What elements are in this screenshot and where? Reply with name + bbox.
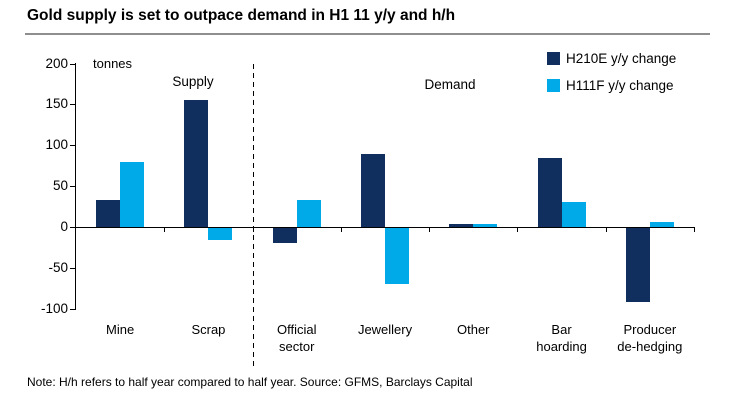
bar-segment xyxy=(208,228,233,241)
supply-section-label: Supply xyxy=(172,74,214,89)
y-axis-tick xyxy=(70,308,76,310)
bar-segment xyxy=(120,161,145,227)
bar-segment xyxy=(449,223,474,227)
source-note: Note: H/h refers to half year compared t… xyxy=(27,375,473,389)
legend-item: H210E y/y change xyxy=(547,50,677,66)
x-axis-tick xyxy=(164,227,166,232)
bar-segment xyxy=(649,222,674,227)
x-axis-tick xyxy=(429,227,431,232)
legend-swatch xyxy=(547,78,560,92)
x-axis-tick xyxy=(252,227,254,232)
bar-segment xyxy=(96,200,121,227)
bar-segment xyxy=(385,228,409,284)
x-axis-zero-line xyxy=(76,227,694,228)
category-label: Bar hoarding xyxy=(517,321,605,355)
category-label-line: hoarding xyxy=(536,339,587,354)
y-axis-tick-label: 200 xyxy=(45,55,68,71)
x-axis-tick xyxy=(340,227,342,232)
category-label-line: Jewellery xyxy=(357,322,413,337)
supply-demand-separator xyxy=(253,64,254,368)
bar-segment xyxy=(184,100,209,227)
x-axis-tick xyxy=(605,227,607,232)
category-label-line: sector xyxy=(279,339,315,354)
y-axis-tick-label: 150 xyxy=(45,96,68,112)
legend-label: H111F y/y change xyxy=(566,77,674,93)
category-label-line: Official xyxy=(276,322,317,337)
category-label-line: Producer xyxy=(623,322,677,337)
bar-segment xyxy=(272,228,297,243)
category-label: Producer de-hedging xyxy=(606,321,694,355)
y-axis-tick xyxy=(70,63,76,65)
y-axis-tick-label: 50 xyxy=(52,178,68,194)
y-axis-line xyxy=(75,63,76,309)
legend: H210E y/y change H111F y/y change xyxy=(547,51,676,105)
demand-section-label: Demand xyxy=(424,77,476,92)
y-axis-tick xyxy=(70,186,76,188)
chart-title: Gold supply is set to outpace demand in … xyxy=(27,7,456,24)
y-axis-tick xyxy=(70,104,76,106)
bar-segment xyxy=(473,223,498,227)
title-divider xyxy=(25,33,710,35)
legend-item: H111F y/y change xyxy=(547,77,676,93)
y-axis-tick xyxy=(70,227,76,228)
category-label-line: Other xyxy=(456,322,490,337)
y-axis-tick xyxy=(70,145,76,147)
legend-swatch xyxy=(547,51,560,65)
y-axis-tick-label: -50 xyxy=(48,259,68,275)
y-axis-tick-label: 0 xyxy=(60,219,68,234)
y-axis-tick-label: -100 xyxy=(40,300,68,316)
bar-segment xyxy=(537,158,562,227)
category-label: Jewellery xyxy=(341,321,429,338)
bar-segment xyxy=(625,228,650,302)
category-label: Scrap xyxy=(164,321,252,338)
x-axis-tick xyxy=(694,227,695,232)
legend-label: H210E y/y change xyxy=(566,50,677,66)
category-label: Mine xyxy=(76,321,164,338)
category-label-line: Bar xyxy=(551,322,572,337)
bar-segment xyxy=(561,201,586,227)
y-axis-unit-label: tonnes xyxy=(93,56,133,71)
category-label: Official sector xyxy=(253,321,341,355)
category-label: Other xyxy=(429,321,517,338)
category-label-line: de-hedging xyxy=(617,339,683,354)
y-axis-tick-label: 100 xyxy=(45,137,68,153)
bar-segment xyxy=(361,153,385,227)
category-label-line: Mine xyxy=(106,322,135,337)
x-axis-tick xyxy=(517,227,519,232)
y-axis-tick xyxy=(70,267,76,269)
bar-segment xyxy=(296,200,321,227)
category-label-line: Scrap xyxy=(191,322,226,337)
